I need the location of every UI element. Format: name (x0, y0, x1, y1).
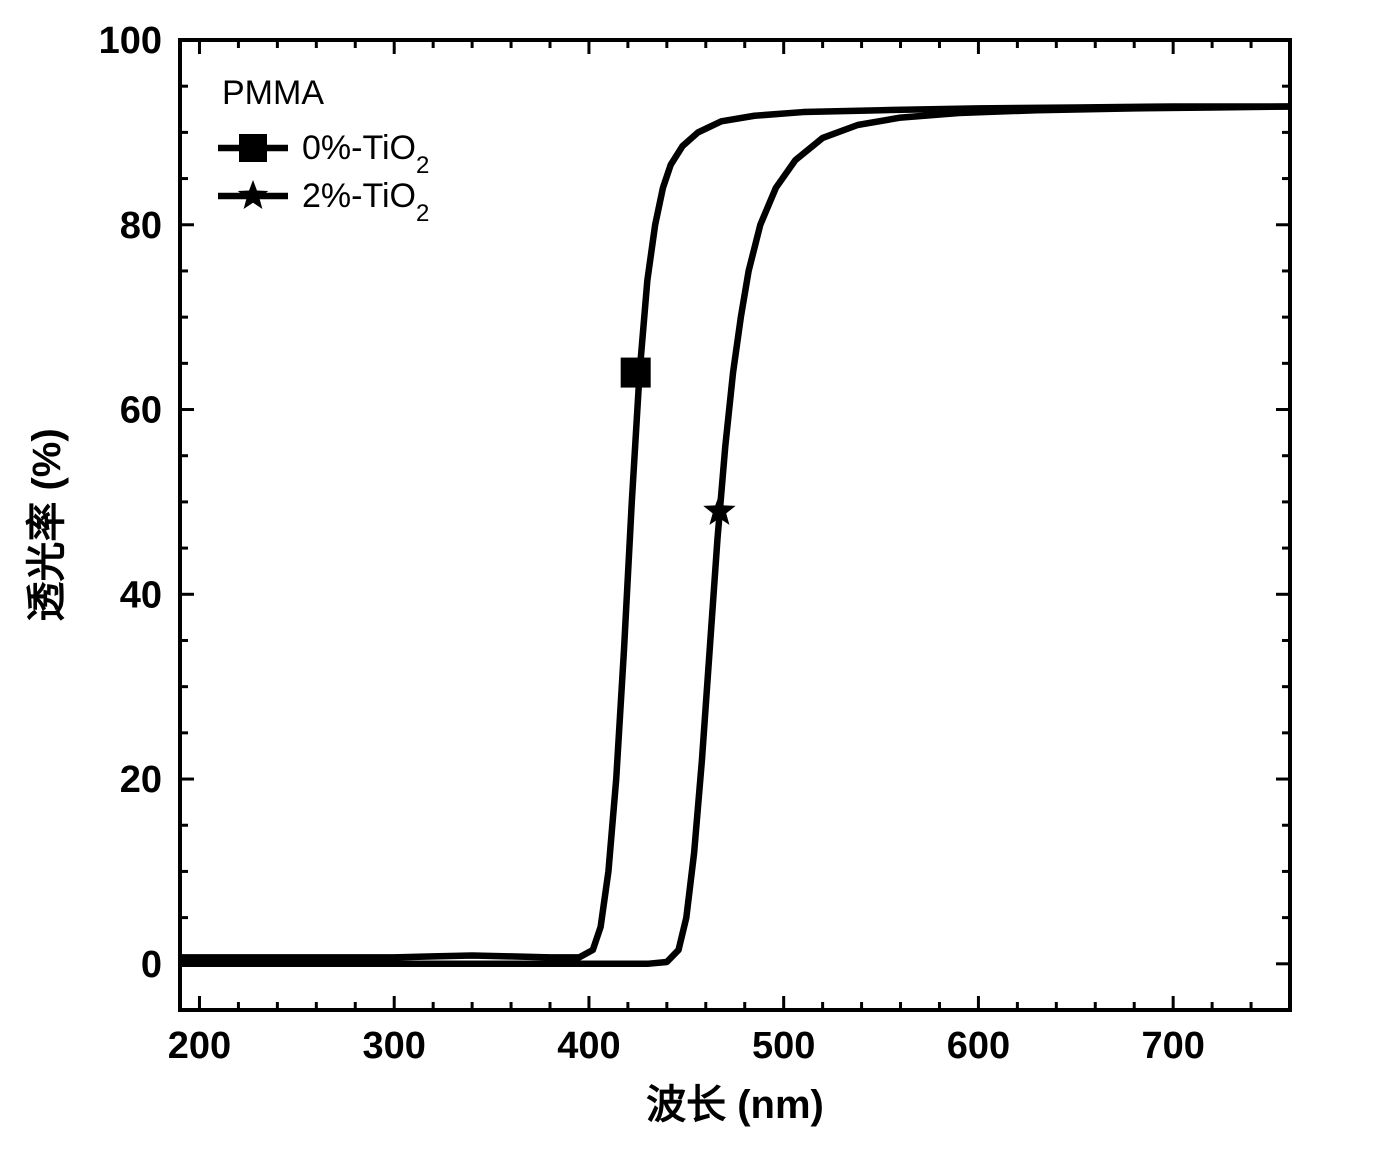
x-tick-label: 700 (1141, 1025, 1204, 1067)
legend-title: PMMA (222, 74, 324, 112)
y-tick-label: 40 (120, 574, 162, 616)
square-marker-icon (239, 134, 267, 162)
transmittance-chart: 200 300 400 500 600 700 0 20 40 60 80 100 波长 (nm) 透光率… (0, 0, 1379, 1163)
x-tick-label: 200 (168, 1025, 231, 1067)
y-tick-label: 100 (99, 20, 162, 62)
chart-canvas: 200 300 400 500 600 700 0 20 40 60 80 100 波长 (nm) 透光率… (0, 0, 1379, 1163)
y-tick-label: 80 (120, 205, 162, 247)
x-tick-label: 300 (363, 1025, 426, 1067)
square-marker-icon (621, 358, 651, 388)
x-tick-label: 400 (557, 1025, 620, 1067)
x-axis-label: 波长 (nm) (646, 1083, 824, 1127)
x-tick-label: 600 (947, 1025, 1010, 1067)
y-tick-label: 60 (120, 390, 162, 432)
y-tick-label: 20 (120, 759, 162, 801)
y-tick-label: 0 (141, 944, 162, 986)
y-axis-label: 透光率 (%) (25, 428, 69, 621)
x-tick-label: 500 (752, 1025, 815, 1067)
